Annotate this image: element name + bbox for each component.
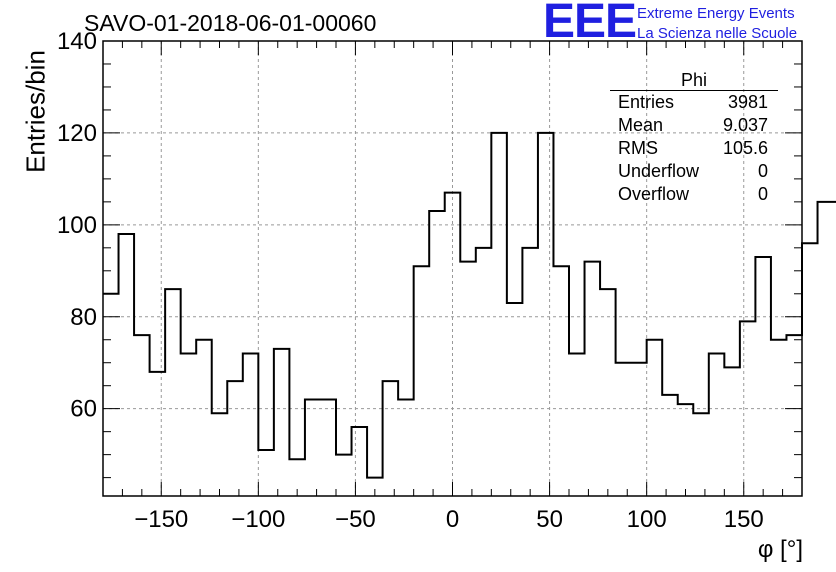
eee-logo: EEE	[543, 0, 637, 48]
stats-value: 9.037	[722, 115, 768, 135]
logo-line-1: Extreme Energy Events	[637, 5, 795, 22]
stats-label: RMS	[618, 138, 658, 158]
x-tick-label: −150	[134, 506, 188, 533]
plot-frame	[102, 40, 803, 497]
y-tick-label: 140	[57, 28, 97, 55]
stats-box: Phi Entries 3981 Mean 9.037 RMS 105.6 Un…	[610, 70, 778, 206]
stats-label: Mean	[618, 115, 664, 135]
y-tick-label: 80	[70, 304, 97, 331]
x-tick-label: 0	[446, 506, 459, 533]
stats-label: Underflow	[618, 161, 700, 181]
stats-value: 0	[757, 184, 768, 204]
stats-value: 0	[757, 161, 768, 181]
chart-title: SAVO-01-2018-06-01-00060	[84, 10, 377, 36]
stats-row-rms: RMS 105.6	[610, 137, 778, 160]
y-tick-label: 120	[57, 120, 97, 147]
stats-title: Phi	[610, 70, 778, 91]
stats-row-entries: Entries 3981	[610, 91, 778, 114]
y-tick-label: 60	[70, 396, 97, 423]
y-axis-label: Entries/bin	[20, 50, 51, 173]
x-tick-label: −50	[335, 506, 376, 533]
stats-value: 105.6	[722, 138, 768, 158]
y-tick-label: 100	[57, 212, 97, 239]
x-tick-label: 50	[536, 506, 563, 533]
logo-line-2: La Scienza nelle Scuole	[637, 25, 798, 42]
stats-label: Entries	[618, 92, 675, 112]
stats-label: Overflow	[618, 184, 690, 204]
x-tick-label: 100	[627, 506, 667, 533]
stats-row-underflow: Underflow 0	[610, 160, 778, 183]
x-axis-label: φ [°]	[757, 536, 803, 563]
histogram-series	[103, 131, 836, 479]
x-tick-label: 150	[724, 506, 764, 533]
stats-row-overflow: Overflow 0	[610, 183, 778, 206]
stats-row-mean: Mean 9.037	[610, 114, 778, 137]
stats-value: 3981	[727, 92, 768, 112]
x-tick-label: −100	[231, 506, 285, 533]
